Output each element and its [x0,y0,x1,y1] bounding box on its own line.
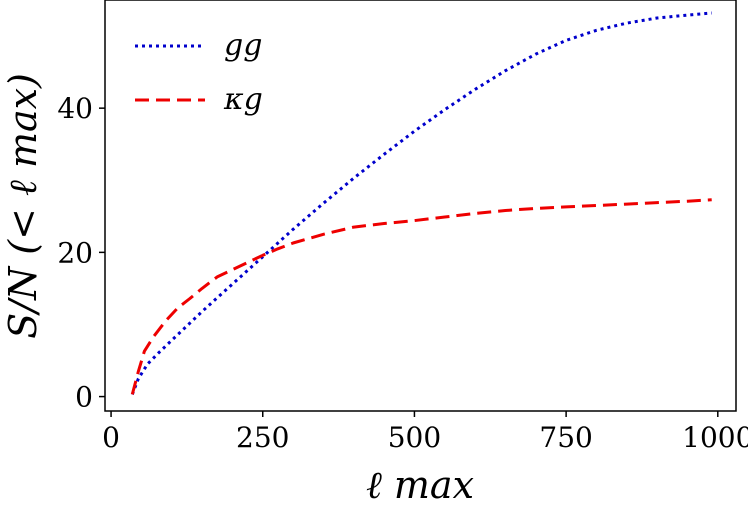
x-tick-label: 1000 [682,421,748,454]
y-axis-ticks: 0 20 40 [57,92,105,414]
x-axis-ticks: 0 250 500 750 1000 [102,411,748,454]
x-axis-label: ℓ max [366,463,474,507]
legend-label: κg [223,82,263,117]
y-tick-label: 20 [57,236,93,269]
legend: gg κg [135,28,263,117]
series-lines [130,11,712,395]
x-tick-label: 0 [102,421,120,454]
plot-area [104,0,737,412]
x-tick-label: 750 [539,421,592,454]
series-line-kappa-g [130,198,712,395]
x-tick-label: 250 [236,421,289,454]
y-axis-label: S/N (< ℓ max) [1,73,45,339]
y-tick-label: 40 [57,92,93,125]
legend-label: gg [224,28,262,63]
y-tick-label: 0 [75,381,93,414]
x-tick-label: 500 [388,421,441,454]
